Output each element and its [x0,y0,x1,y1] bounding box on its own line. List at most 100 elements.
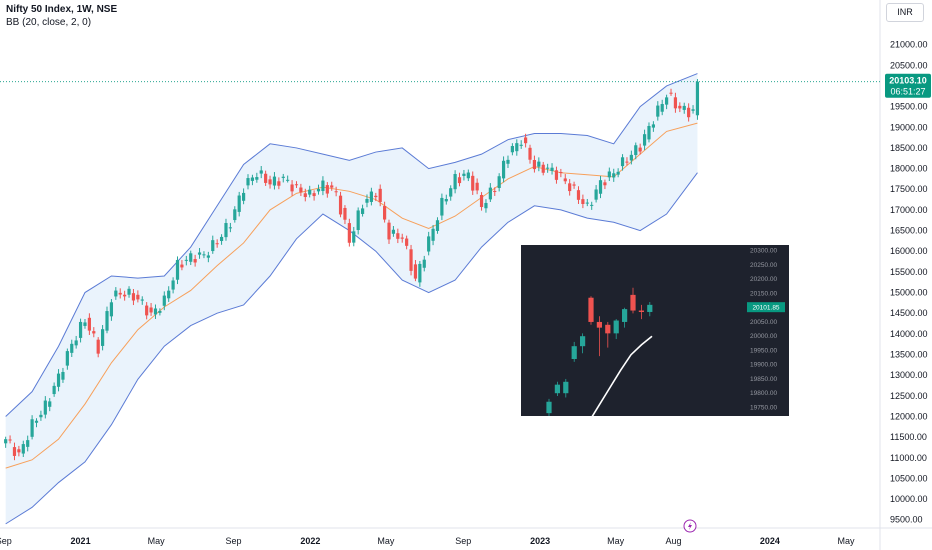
candle-body [153,308,158,315]
inset-candle-body [630,294,636,311]
candle-body [308,189,312,195]
candle-body [493,190,497,192]
candle-body [242,192,246,201]
price-axis-tick-label: 19000.00 [890,122,928,132]
inset-price-tick-label: 20150.00 [750,290,777,297]
price-axis-tick-label: 15500.00 [890,267,928,277]
candle-body [268,179,272,185]
candle-body [471,175,475,191]
inset-price-tick-label: 20250.00 [750,262,777,269]
candle-body [136,294,140,300]
price-axis-tick-label: 13500.00 [890,349,928,359]
price-axis-tick-label: 12500.00 [890,391,928,401]
candle-body [515,143,519,152]
candle-body [65,351,69,366]
candle-body [466,172,470,179]
candle-body [189,253,193,262]
candle-body [444,199,448,202]
candle-body [409,249,413,271]
candle-body [17,449,21,453]
candle-body [510,146,514,153]
inset-price-tick-label: 19900.00 [750,362,777,369]
candle-body [418,263,422,283]
candle-body [554,170,559,180]
indicator-legend[interactable]: BB (20, close, 2, 0) [6,17,92,28]
candle-body [383,206,387,220]
candle-body [422,259,426,268]
candle-body [78,321,83,338]
candle-body [590,204,594,206]
price-axis-tick-label: 9500.00 [890,515,923,525]
candle-body [39,414,43,418]
candle-body [87,317,91,331]
candle-body [206,255,210,258]
candle-body [175,259,180,280]
price-axis-tick-label: 16000.00 [890,246,928,256]
inset-candle-body [605,324,611,334]
inset-last-price-value: 20101.85 [752,305,779,312]
candle-body [405,238,409,246]
candle-body [264,173,268,183]
candle-body [678,105,682,109]
candle-body [352,231,356,243]
candle-body [638,147,642,152]
time-axis-tick-label: 2024 [760,536,780,546]
candle-body [8,439,12,441]
candle-body [197,252,202,255]
candle-body [634,145,638,156]
candle-body [550,167,554,171]
candle-body [277,181,281,186]
price-axis-tick-label: 14000.00 [890,329,928,339]
candle-body [488,187,492,200]
candle-body [12,447,17,456]
candle-body [325,185,329,194]
inset-candle-body [588,297,594,322]
time-axis-tick-label: May [377,536,395,546]
candle-body [475,182,479,191]
candle-body [647,125,651,140]
candle-body [303,193,307,198]
candle-body [347,223,351,243]
candle-body [219,236,224,242]
candle-body [343,207,347,220]
candle-body [612,173,616,178]
inset-price-tick-label: 20050.00 [750,319,777,326]
currency-button[interactable]: INR [886,3,924,22]
candle-body [400,237,404,239]
inset-candle-body [580,336,586,347]
candle-body [48,401,52,407]
candle-body [215,243,219,245]
candle-body [642,134,647,146]
candle-body [537,161,541,167]
inset-candle-body [596,321,602,328]
candle-body [202,254,206,256]
candle-body [581,199,585,204]
candle-body [607,171,611,178]
candle-body [286,179,290,181]
price-axis-tick-label: 11000.00 [890,453,927,463]
candle-body [114,290,118,297]
candle-body [665,97,669,105]
candle-body [532,160,537,170]
price-axis-tick-label: 10500.00 [890,473,928,483]
candle-body [501,160,506,179]
last-price-value: 20103.10 [889,76,927,86]
price-axis-tick-label: 18500.00 [890,143,928,153]
candle-body [695,81,700,116]
candle-body [541,164,545,173]
candle-body [123,294,127,297]
candle-body [43,400,47,415]
candle-body [365,198,369,203]
candle-body [378,188,382,202]
price-axis-tick-label: 12000.00 [890,411,928,421]
candle-body [559,172,563,174]
candle-body [228,227,232,229]
candle-body [338,195,343,215]
candle-body [669,92,673,94]
candle-body [312,193,316,197]
candle-body [180,264,184,268]
candle-body [673,97,678,109]
candle-body [211,240,215,252]
time-axis-tick-label: Aug [666,536,682,546]
